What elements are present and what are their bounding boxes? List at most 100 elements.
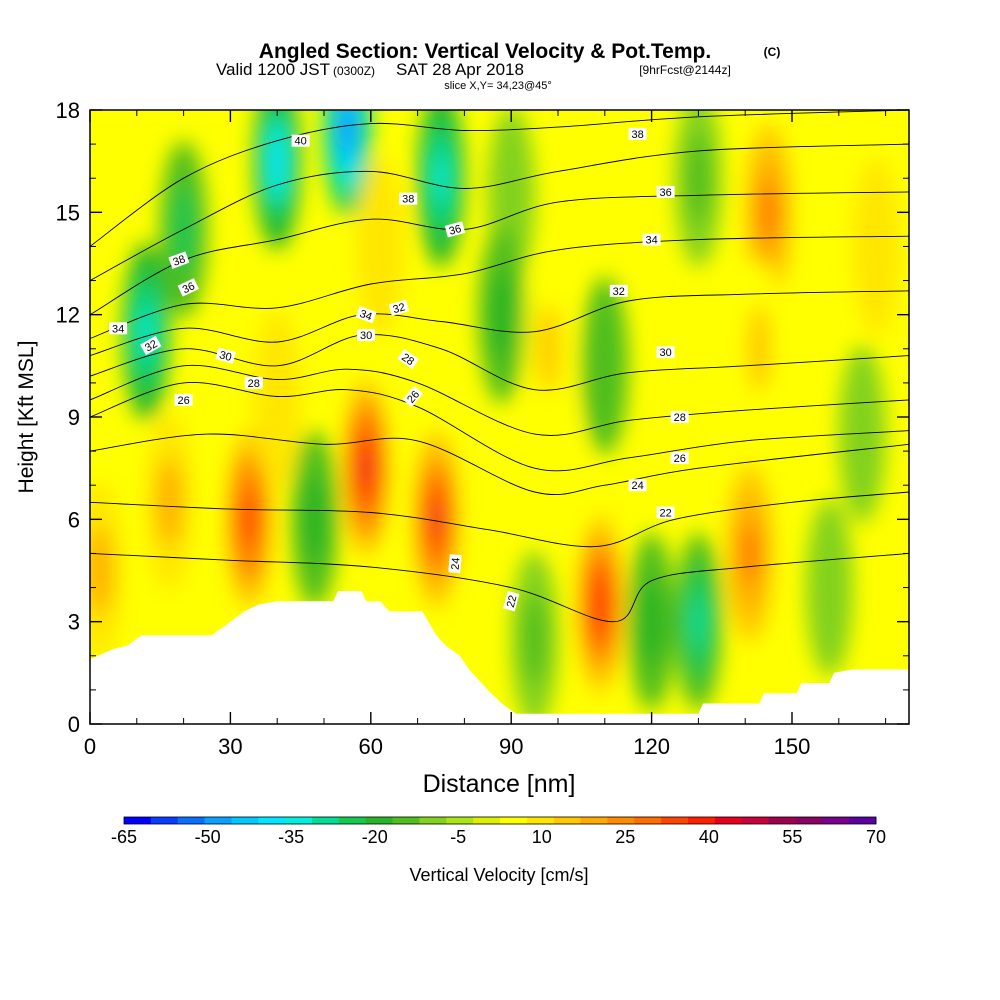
velocity-cell-shade	[852, 157, 900, 336]
contour-label: 24	[448, 554, 463, 574]
slice-info: slice X,Y= 34,23@45°	[444, 80, 552, 92]
colorbar-swatch	[741, 817, 769, 824]
contour-label-text: 34	[112, 323, 124, 335]
contour-label-text: 30	[360, 330, 372, 342]
y-tick-label: 6	[68, 507, 80, 532]
velocity-cell-shade	[253, 311, 301, 489]
colorbar-tick-label: -20	[362, 827, 388, 847]
contour-label-text: 32	[392, 301, 407, 316]
velocity-cell-shade	[361, 450, 371, 486]
colorbar-swatch	[312, 817, 340, 824]
colorbar-swatch	[553, 817, 581, 824]
colorbar-frame	[123, 816, 877, 825]
colorbar-swatch	[258, 817, 286, 824]
velocity-cell	[417, 110, 465, 267]
contour-label-bg	[140, 335, 162, 356]
velocity-cell	[225, 430, 273, 609]
contour-label-bg	[670, 451, 689, 464]
contour-label: 40	[291, 134, 310, 148]
colorbar-swatch	[338, 817, 367, 824]
colorbar-tick-label: 55	[782, 827, 802, 847]
chart-title-block: Angled Section: Vertical Velocity & Pot.…	[216, 40, 780, 92]
y-tick-label: 9	[68, 405, 80, 430]
velocity-cell-shade	[686, 133, 711, 223]
velocity-cell-shade	[838, 345, 886, 523]
velocity-cell	[478, 225, 526, 404]
contour-label: 38	[628, 127, 647, 141]
contour-label-text: 26	[674, 453, 686, 465]
velocity-cell-shade	[435, 156, 447, 201]
valid-time-local: Valid 1200 JST	[216, 60, 330, 79]
contour-label-text: 30	[218, 349, 233, 364]
chart-title: Angled Section: Vertical Velocity & Pot.…	[259, 40, 711, 63]
contour-label: 36	[177, 278, 199, 297]
contour-label-text: 40	[294, 136, 306, 148]
contour-label-text: 36	[659, 187, 671, 199]
contour-label: 28	[397, 348, 420, 370]
contour-label-text: 34	[645, 235, 657, 247]
contour-label-bg	[109, 322, 128, 335]
y-tick-label: 3	[68, 610, 80, 635]
contour-label-text: 24	[631, 480, 643, 492]
velocity-cell-shade	[271, 138, 284, 184]
isentrope-40	[90, 110, 909, 247]
colorbar-tick-label: -50	[195, 827, 221, 847]
chart-title-unit: (C)	[764, 45, 781, 59]
contour-label-text: 38	[631, 129, 643, 141]
x-tick-label: 60	[359, 734, 383, 759]
contour-label-text: 34	[358, 308, 374, 323]
colorbar-swatch	[795, 817, 823, 824]
contour-label-text: 32	[613, 286, 625, 298]
colorbar-swatch	[365, 817, 393, 824]
colorbar-swatch	[768, 817, 796, 824]
contour-label: 32	[609, 284, 628, 298]
velocity-cell	[735, 260, 783, 438]
contour-label-bg	[656, 506, 675, 519]
velocity-cell-shade	[490, 270, 514, 360]
contour-label: 24	[628, 479, 647, 492]
velocity-cell	[726, 464, 774, 643]
contour-label: 28	[244, 376, 263, 390]
contour-label-bg	[399, 192, 418, 205]
contour-label: 22	[503, 590, 520, 612]
colorbar-tick-label: -65	[111, 827, 137, 847]
contour-label: 32	[388, 299, 410, 316]
contour-label-bg	[397, 348, 420, 370]
contour-label-text: 32	[143, 338, 160, 355]
velocity-cell	[122, 243, 170, 421]
contour-label-bg	[215, 347, 236, 364]
colorbar-swatch	[124, 817, 152, 824]
y-tick-label: 12	[56, 303, 80, 328]
velocity-cell	[511, 550, 558, 724]
velocity-cell	[356, 157, 404, 336]
contour-label-text: 28	[248, 378, 260, 390]
contour-label: 34	[109, 322, 128, 335]
velocity-cell-shade	[742, 523, 758, 584]
contour-label-text: 26	[177, 395, 189, 407]
velocity-cell-shade	[690, 592, 707, 652]
colorbar-swatch	[661, 817, 689, 824]
colorbar-tick-label: 70	[866, 827, 886, 847]
contour-label-text: 38	[402, 194, 414, 206]
y-tick-label: 0	[68, 712, 80, 737]
isentrope-38	[90, 143, 909, 281]
velocity-cell-shade	[522, 594, 547, 684]
contour-label: 26	[670, 451, 689, 465]
isentrope-20	[90, 552, 909, 623]
vertical-velocity-field	[90, 110, 900, 724]
colorbar-swatch	[285, 817, 313, 824]
velocity-cell-shade	[302, 474, 327, 564]
contour-label-bg	[174, 393, 193, 406]
colorbar-tick-label: 40	[699, 827, 719, 847]
colorbar-swatch	[177, 817, 205, 824]
velocity-cell	[675, 110, 722, 267]
colorbar-tick-label: 10	[532, 827, 552, 847]
velocity-cell	[852, 157, 900, 336]
contour-label-text: 22	[505, 594, 520, 609]
contour-label-bg	[670, 411, 689, 423]
terrain-mask	[90, 591, 909, 724]
isentrope-34	[90, 235, 909, 339]
velocity-cell-shade	[747, 304, 771, 394]
velocity-cell-shade	[536, 304, 561, 394]
colorbar-swatch	[714, 817, 743, 824]
